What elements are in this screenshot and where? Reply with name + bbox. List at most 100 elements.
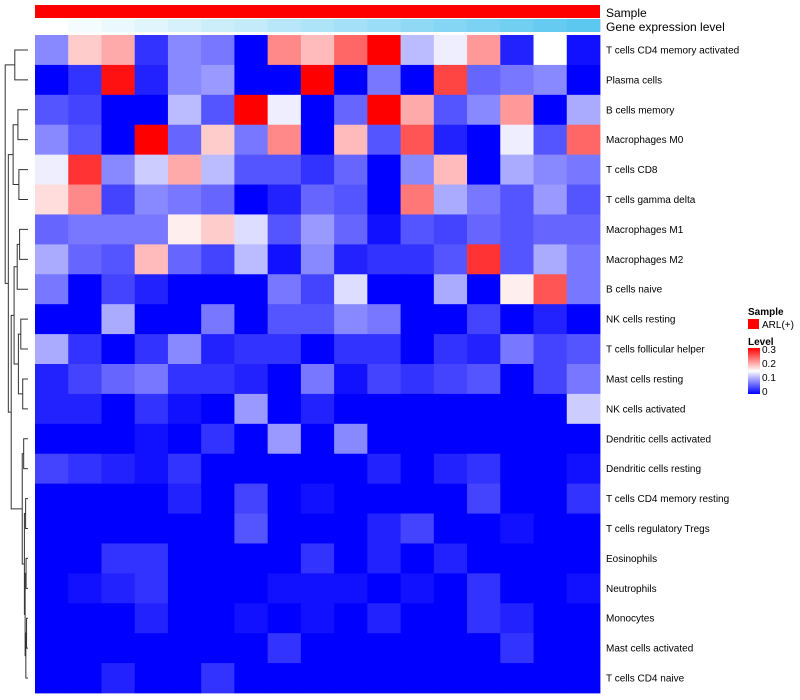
heatmap-cell (367, 214, 401, 245)
heatmap-cell (500, 304, 534, 335)
heatmap-cell (201, 483, 235, 514)
heatmap-cell (533, 64, 568, 96)
heatmap-cell (101, 124, 136, 156)
heatmap-cell (500, 543, 534, 574)
heatmap-cell (400, 244, 435, 275)
gene-expression-annotation-cell (35, 19, 69, 32)
heatmap-cell (201, 334, 235, 365)
heatmap-cell (533, 334, 568, 365)
heatmap-cell (101, 214, 136, 245)
heatmap-cell (35, 184, 69, 215)
heatmap-cell (400, 423, 435, 455)
row-label: Neutrophils (606, 584, 657, 595)
row-label: Macrophages M0 (606, 135, 684, 146)
heatmap-cell (400, 393, 435, 425)
dendrogram-branch (19, 228, 28, 260)
heatmap-cell (267, 244, 302, 275)
heatmap-cell (101, 184, 136, 215)
heatmap-cell (134, 64, 169, 96)
heatmap-cell (68, 543, 102, 574)
heatmap-cell (134, 304, 169, 335)
row-label: T cells CD8 (606, 165, 658, 176)
heatmap-cell (533, 244, 568, 275)
row-label: NK cells resting (606, 315, 675, 326)
heatmap-cell (566, 423, 601, 455)
legend-sample-entry: ARL(+) (762, 320, 794, 331)
heatmap-cell (167, 513, 202, 544)
heatmap-cell (201, 274, 235, 305)
heatmap-cell (68, 453, 102, 485)
heatmap-cell (334, 603, 368, 634)
heatmap-cell (367, 573, 401, 604)
row-label: B cells memory (606, 105, 674, 116)
heatmap-cell (35, 35, 69, 66)
gene-expression-annotation-cell (101, 19, 136, 32)
heatmap-cell (533, 35, 568, 66)
heatmap-cell (300, 154, 335, 185)
row-label: Monocytes (606, 614, 654, 625)
row-label: NK cells activated (606, 404, 685, 415)
heatmap-cell (334, 154, 368, 185)
heatmap-cell (433, 214, 468, 245)
heatmap-cell (267, 124, 302, 156)
heatmap-cell (134, 364, 169, 395)
legend-level-tick: 0.2 (762, 359, 776, 370)
heatmap-cell (467, 543, 501, 574)
heatmap-cell (500, 423, 534, 455)
heatmap-cell (467, 364, 501, 395)
heatmap-cell (533, 124, 568, 156)
heatmap-cell (101, 334, 136, 365)
heatmap-cell (167, 633, 202, 664)
heatmap-cell (267, 483, 302, 514)
heatmap-cell (300, 573, 335, 604)
heatmap-cell (467, 453, 501, 485)
heatmap-cell (533, 543, 568, 574)
heatmap-cell (500, 364, 534, 395)
heatmap-cell (400, 214, 435, 245)
heatmap-cell (167, 334, 202, 365)
heatmap-cell (500, 663, 534, 694)
heatmap-cell (367, 633, 401, 664)
heatmap-cell (167, 364, 202, 395)
heatmap-cell (35, 334, 69, 365)
heatmap-cell (134, 453, 169, 485)
heatmap-cell (101, 663, 136, 694)
heatmap-cell (134, 184, 169, 215)
heatmap-cell (267, 64, 302, 96)
heatmap-cell (367, 423, 401, 455)
heatmap-cell (400, 663, 435, 694)
heatmap-cell (35, 453, 69, 485)
heatmap-cell (201, 94, 235, 126)
heatmap-cell (300, 334, 335, 365)
dendrogram-branch (23, 438, 28, 470)
heatmap-cell (134, 573, 169, 604)
heatmap-cell (467, 633, 501, 664)
heatmap-cell (35, 364, 69, 395)
heatmap-cell (566, 154, 601, 185)
heatmap-cell (35, 64, 69, 96)
heatmap-cell (533, 423, 568, 455)
gene-expression-annotation-bar (35, 19, 601, 32)
heatmap-cell (367, 453, 401, 485)
heatmap-cell (433, 543, 468, 574)
heatmap-cell (433, 64, 468, 96)
heatmap-cell (35, 94, 69, 126)
heatmap-cell (467, 35, 501, 66)
heatmap-cell (101, 244, 136, 275)
row-label: Dendritic cells activated (606, 434, 711, 445)
heatmap-cell (234, 154, 269, 185)
heatmap-cell (167, 64, 202, 96)
heatmap-cell (467, 304, 501, 335)
heatmap-cell (101, 423, 136, 455)
heatmap-cell (234, 35, 269, 66)
heatmap-cell (68, 513, 102, 544)
heatmap-cell (68, 184, 102, 215)
legend-level-tick: 0.1 (762, 373, 776, 384)
heatmap-cell (533, 603, 568, 634)
heatmap-cell (400, 334, 435, 365)
heatmap-cell (68, 334, 102, 365)
heatmap-cell (300, 304, 335, 335)
heatmap-cell (467, 573, 501, 604)
heatmap-cell (500, 244, 534, 275)
heatmap-cell (400, 543, 435, 574)
